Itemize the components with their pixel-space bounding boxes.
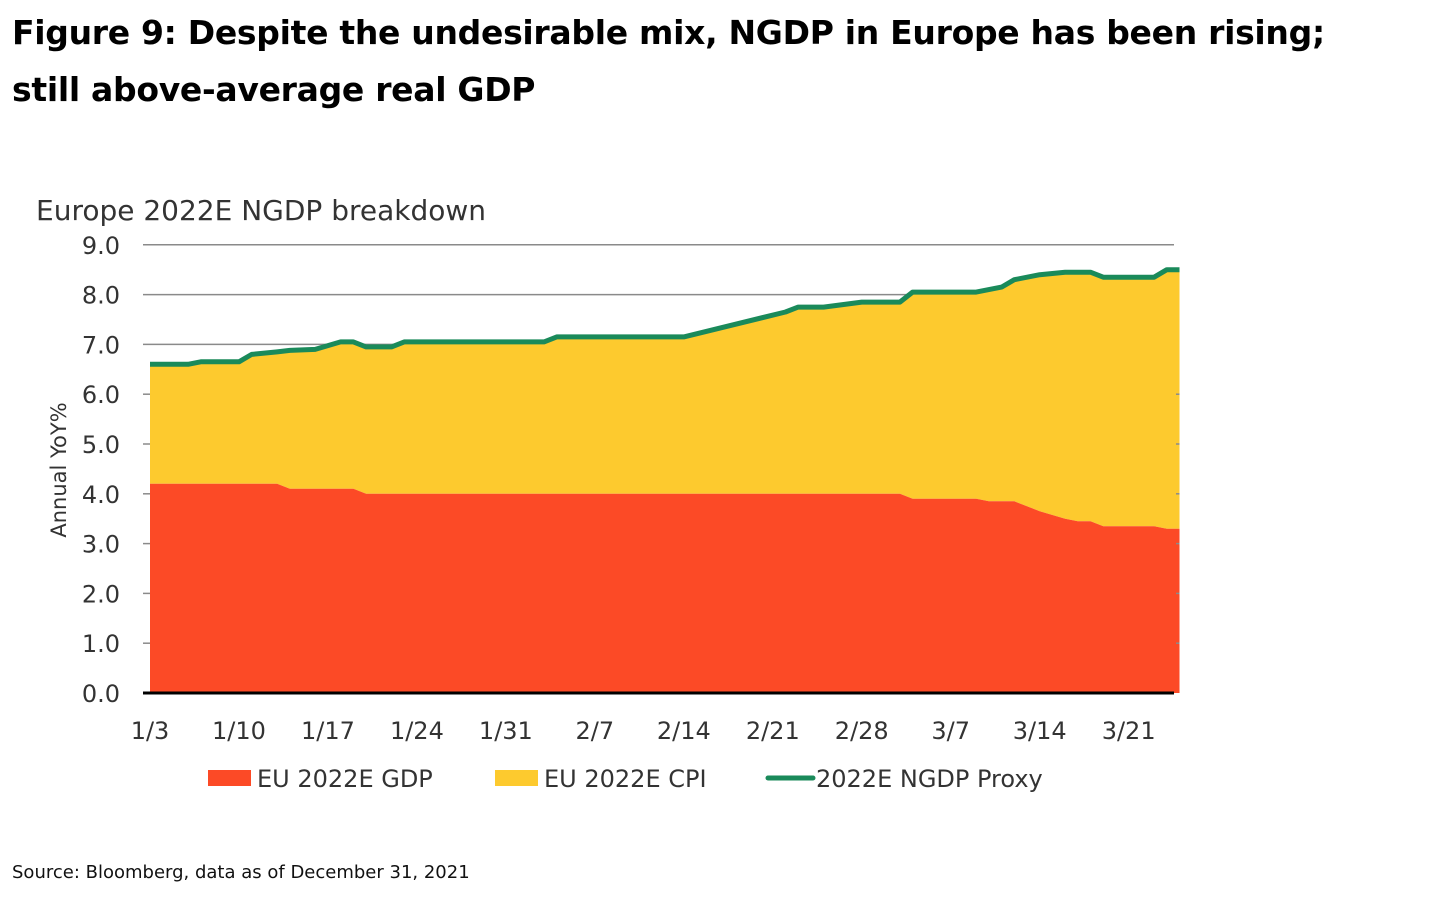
x-tick-label: 3/21 [1102, 717, 1156, 745]
legend-label: EU 2022E CPI [544, 765, 707, 793]
source-note: Source: Bloomberg, data as of December 3… [12, 862, 470, 883]
chart-title: Europe 2022E NGDP breakdown [36, 194, 486, 227]
y-tick-label: 1.0 [82, 630, 120, 658]
x-tick-label: 1/24 [390, 717, 444, 745]
legend-label: 2022E NGDP Proxy [816, 765, 1043, 793]
x-tick-label: 1/10 [212, 717, 266, 745]
y-tick-label: 2.0 [82, 580, 120, 608]
x-tick-label: 2/7 [576, 717, 615, 745]
x-tick-label: 2/28 [835, 717, 889, 745]
y-tick-label: 5.0 [82, 431, 120, 459]
legend-item-ngdp: 2022E NGDP Proxy [765, 765, 1043, 793]
y-tick-label: 9.0 [82, 232, 120, 260]
axis-ticks [143, 393, 1180, 695]
line-ngdp-proxy [150, 267, 1180, 367]
y-axis-title: Annual YoY% [47, 402, 71, 537]
legend-label: EU 2022E GDP [257, 765, 433, 793]
legend-item-cpi: EU 2022E CPI [495, 765, 707, 793]
y-axis-labels: 0.0 1.0 2.0 3.0 4.0 5.0 6.0 7.0 8.0 9.0 [82, 232, 120, 708]
x-tick-label: 1/3 [131, 717, 170, 745]
area-eu-gdp [150, 483, 1180, 693]
figure-title: Figure 9: Despite the undesirable mix, N… [12, 4, 1432, 118]
x-tick-label: 3/14 [1013, 717, 1067, 745]
legend-swatch [495, 770, 538, 786]
legend-swatch [208, 770, 251, 786]
x-tick-label: 1/17 [301, 717, 355, 745]
y-tick-label: 6.0 [82, 381, 120, 409]
figure-title-line-2: still above-average real GDP [12, 70, 536, 109]
x-tick-label: 3/7 [931, 717, 970, 745]
x-tick-label: 2/14 [657, 717, 711, 745]
y-tick-label: 4.0 [82, 481, 120, 509]
plot-areas [150, 267, 1180, 693]
y-tick-label: 7.0 [82, 331, 120, 359]
y-tick-label: 3.0 [82, 531, 120, 559]
x-tick-label: 1/31 [479, 717, 533, 745]
figure-title-line-1: Figure 9: Despite the undesirable mix, N… [12, 13, 1325, 52]
x-axis-labels: 1/3 1/10 1/17 1/24 1/31 2/7 2/14 2/21 2/28 3/7 3/1… [131, 717, 1156, 745]
y-tick-label: 0.0 [82, 680, 120, 708]
area-eu-cpi [150, 269, 1180, 529]
y-tick-label: 8.0 [82, 282, 120, 310]
legend-item-gdp: EU 2022E GDP [208, 765, 433, 793]
x-tick-label: 2/21 [746, 717, 800, 745]
legend: EU 2022E GDP EU 2022E CPI 2022E NGDP Proxy [208, 765, 1043, 793]
